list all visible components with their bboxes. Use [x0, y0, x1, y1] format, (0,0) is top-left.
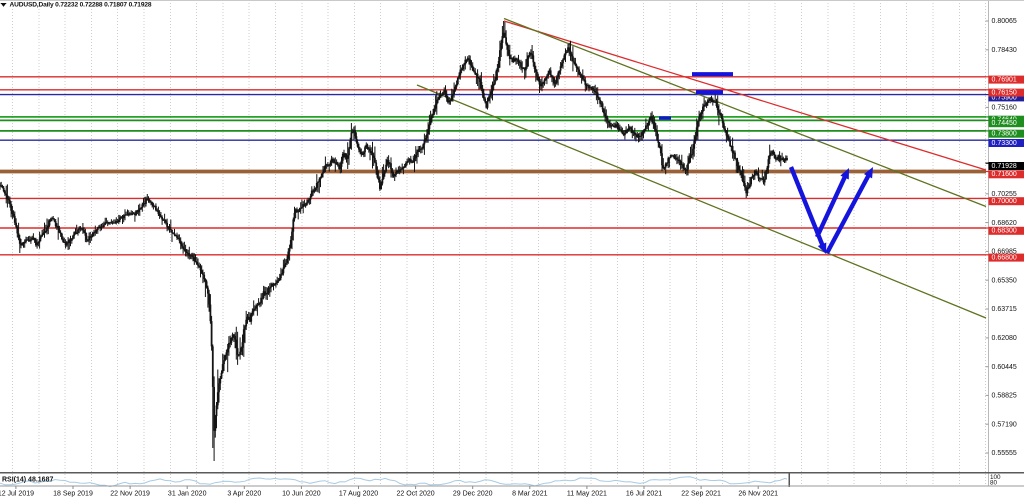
svg-text:0.70000: 0.70000	[992, 198, 1017, 205]
svg-text:0.74450: 0.74450	[992, 120, 1017, 127]
svg-text:22 Sep 2021: 22 Sep 2021	[681, 491, 721, 498]
svg-text:0.80065: 0.80065	[992, 18, 1017, 25]
svg-text:0.63715: 0.63715	[992, 306, 1017, 313]
svg-text:0.62080: 0.62080	[992, 335, 1017, 342]
svg-text:0.68620: 0.68620	[992, 220, 1017, 227]
svg-text:11 May 2021: 11 May 2021	[567, 491, 607, 498]
svg-text:10 Jun 2020: 10 Jun 2020	[282, 491, 321, 498]
svg-text:0.73300: 0.73300	[992, 140, 1017, 147]
svg-text:17 Aug 2020: 17 Aug 2020	[339, 491, 378, 498]
svg-text:0.66985: 0.66985	[992, 249, 1017, 256]
svg-text:22 Nov 2019: 22 Nov 2019	[110, 491, 150, 498]
svg-text:0.70255: 0.70255	[992, 191, 1017, 198]
svg-text:0.57190: 0.57190	[992, 421, 1017, 428]
svg-text:0.68300: 0.68300	[992, 228, 1017, 235]
svg-text:0.60445: 0.60445	[992, 364, 1017, 371]
svg-text:0.58825: 0.58825	[992, 393, 1017, 400]
svg-text:22 Oct 2020: 22 Oct 2020	[397, 491, 435, 498]
svg-text:0.78430: 0.78430	[992, 47, 1017, 54]
svg-text:0.71600: 0.71600	[992, 171, 1017, 178]
svg-text:0.66800: 0.66800	[992, 255, 1017, 262]
svg-text:0.76150: 0.76150	[992, 90, 1017, 97]
svg-text:26 Nov 2021: 26 Nov 2021	[738, 491, 778, 498]
svg-text:0.65350: 0.65350	[992, 277, 1017, 284]
svg-text:0.71928: 0.71928	[992, 163, 1017, 170]
svg-text:31 Jan 2020: 31 Jan 2020	[168, 491, 207, 498]
svg-text:18 Sep 2019: 18 Sep 2019	[53, 491, 93, 498]
svg-text:12 Jul 2019: 12 Jul 2019	[0, 491, 34, 498]
svg-text:8 Mar 2021: 8 Mar 2021	[512, 491, 548, 498]
svg-text:0.75900: 0.75900	[992, 94, 1017, 101]
svg-text:0.55555: 0.55555	[992, 450, 1017, 457]
svg-text:3 Apr 2020: 3 Apr 2020	[227, 491, 261, 498]
svg-text:0.75160: 0.75160	[992, 105, 1017, 112]
svg-text:100: 100	[990, 474, 1001, 481]
svg-text:0.76901: 0.76901	[992, 77, 1017, 84]
svg-text:0.73800: 0.73800	[992, 131, 1017, 138]
svg-text:AUDUSD,Daily 0.72232 0.72288: AUDUSD,Daily 0.72232 0.72288 0.71807 0.7…	[10, 1, 152, 8]
svg-text:29 Dec 2020: 29 Dec 2020	[453, 491, 493, 498]
svg-text:16 Jul 2021: 16 Jul 2021	[626, 491, 662, 498]
svg-text:RSI(14) 48.1687: RSI(14) 48.1687	[2, 477, 53, 484]
svg-text:80: 80	[990, 480, 998, 487]
